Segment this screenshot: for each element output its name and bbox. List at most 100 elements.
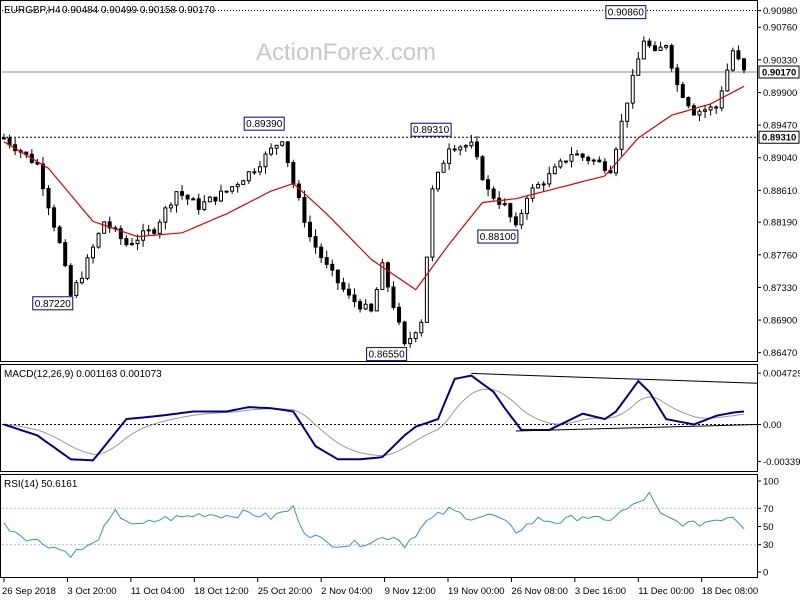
rsi-layer bbox=[2, 491, 757, 559]
price-tick-label: 0.90760 bbox=[763, 23, 797, 34]
candle-body bbox=[346, 288, 351, 296]
candle-body bbox=[52, 207, 57, 228]
candle-body bbox=[252, 171, 257, 174]
candle-body bbox=[435, 171, 440, 190]
candle-body bbox=[85, 257, 90, 279]
candle-body bbox=[569, 154, 574, 162]
candle-body bbox=[630, 74, 635, 104]
candle-body bbox=[441, 162, 446, 173]
candle-body bbox=[558, 160, 563, 168]
price-callout-label: 0.89390 bbox=[246, 119, 283, 130]
candle-body bbox=[324, 257, 329, 265]
candle-body bbox=[714, 106, 719, 109]
price-tick-label: 0.90330 bbox=[763, 55, 797, 66]
candle-body bbox=[57, 226, 62, 244]
candle-body bbox=[563, 160, 568, 163]
price-tick-label: 0.88190 bbox=[763, 218, 797, 229]
candle-body bbox=[641, 40, 646, 60]
price-callout-box bbox=[366, 347, 408, 362]
price-callout-box bbox=[410, 122, 452, 137]
candle-body bbox=[230, 186, 235, 192]
candle-body bbox=[719, 90, 724, 109]
candle-body bbox=[263, 153, 268, 168]
candle-body bbox=[430, 188, 435, 258]
rsi-tick-label: 50 bbox=[763, 522, 774, 533]
candle-body bbox=[107, 221, 112, 229]
candle-body bbox=[525, 197, 530, 214]
price-tick-label: 0.89470 bbox=[763, 121, 797, 132]
candle-body bbox=[207, 196, 212, 203]
ohlc-label: 0.90484 0.90499 0.90158 0.90170 bbox=[62, 5, 215, 16]
candle-body bbox=[742, 58, 746, 71]
price-tick-label: 0.87330 bbox=[763, 283, 797, 294]
candle-body bbox=[146, 229, 151, 232]
candle-body bbox=[218, 190, 223, 202]
candle-body bbox=[102, 221, 107, 234]
moving-average-line bbox=[3, 85, 745, 291]
level-price-badge bbox=[758, 130, 800, 144]
candle-body bbox=[96, 232, 101, 248]
candle-body bbox=[447, 148, 452, 164]
candle-body bbox=[46, 188, 51, 209]
time-tick-label: 3 Oct 20:00 bbox=[67, 586, 116, 597]
candle-body bbox=[213, 196, 218, 202]
axis-layer: 0.90980 0.90760 0.90330 0.89900 0.89470 0.890… bbox=[2, 6, 800, 597]
time-tick-label: 11 Dec 00:00 bbox=[638, 586, 694, 597]
price-callout-label: 0.86550 bbox=[369, 350, 406, 361]
candle-body bbox=[397, 306, 402, 323]
macd-lower-trendline bbox=[515, 424, 758, 432]
candle-body bbox=[452, 148, 457, 151]
price-callout-box bbox=[32, 296, 74, 311]
time-tick-label: 9 Nov 12:00 bbox=[385, 586, 436, 597]
candle-body bbox=[474, 141, 479, 158]
candle-body bbox=[24, 151, 29, 155]
candle-body bbox=[424, 256, 429, 323]
candle-body bbox=[358, 301, 363, 310]
candle-body bbox=[302, 197, 307, 223]
time-tick-label: 18 Oct 12:00 bbox=[194, 586, 248, 597]
candle-body bbox=[124, 238, 129, 246]
time-tick-label: 26 Sep 2018 bbox=[2, 586, 56, 597]
candle-body bbox=[185, 194, 190, 200]
candle-body bbox=[691, 105, 696, 116]
candle-body bbox=[664, 44, 669, 48]
candle-body bbox=[257, 166, 262, 173]
watermark: ActionForex.com bbox=[256, 39, 436, 66]
candle-body bbox=[291, 162, 296, 185]
candle-body bbox=[636, 58, 641, 76]
price-callout-box bbox=[477, 229, 519, 244]
candle-body bbox=[7, 137, 12, 146]
price-tick-label: 0.88610 bbox=[763, 186, 797, 197]
time-tick-label: 3 Dec 16:00 bbox=[575, 586, 626, 597]
candle-body bbox=[285, 141, 290, 164]
candle-body bbox=[2, 137, 6, 140]
candle-body bbox=[40, 163, 45, 190]
candle-body bbox=[313, 236, 318, 248]
price-tick-label: 0.89040 bbox=[763, 153, 797, 164]
candle-body bbox=[541, 183, 546, 186]
candle-body bbox=[374, 288, 379, 312]
macd-tick-label: 0.00 bbox=[763, 420, 782, 431]
macd-line bbox=[3, 374, 745, 462]
candle-body bbox=[708, 106, 713, 111]
candle-body bbox=[658, 46, 663, 51]
macd-layer bbox=[2, 372, 758, 462]
price-tick-label: 0.89900 bbox=[763, 88, 797, 99]
candle-body bbox=[736, 50, 741, 60]
candle-body bbox=[246, 171, 251, 182]
candle-body bbox=[296, 183, 301, 199]
time-tick-label: 2 Nov 04:00 bbox=[321, 586, 372, 597]
candle-body bbox=[675, 67, 680, 86]
price-callout-box bbox=[243, 116, 285, 131]
candle-body bbox=[586, 156, 591, 162]
candle-body bbox=[352, 294, 357, 303]
rsi-tick-label: 100 bbox=[763, 477, 779, 488]
candle-body bbox=[402, 321, 407, 345]
candle-body bbox=[508, 203, 513, 218]
rsi-pane-frame bbox=[0, 474, 758, 578]
candle-body bbox=[619, 120, 624, 150]
candle-body bbox=[269, 147, 274, 155]
candle-body bbox=[385, 262, 390, 288]
